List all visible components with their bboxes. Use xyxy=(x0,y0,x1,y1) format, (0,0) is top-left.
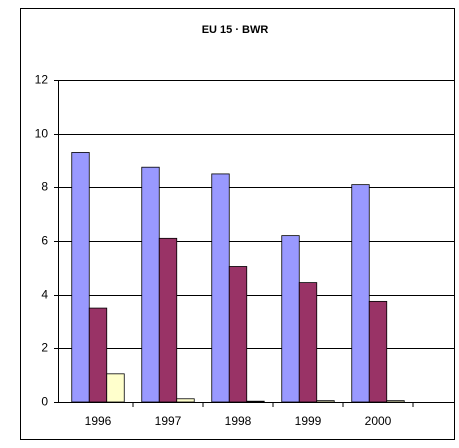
bar xyxy=(281,235,300,403)
bar xyxy=(106,373,125,403)
bar xyxy=(88,307,108,403)
bar xyxy=(368,300,388,403)
x-tick-label: 1999 xyxy=(295,414,322,428)
bar xyxy=(386,400,405,403)
bar xyxy=(211,173,230,403)
bar xyxy=(351,184,370,403)
bar xyxy=(246,400,265,403)
x-tick-label: 1998 xyxy=(225,414,252,428)
y-tick-label: 10 xyxy=(35,127,49,141)
x-tick-label: 1996 xyxy=(85,414,112,428)
bar xyxy=(71,152,90,403)
y-tick-label: 2 xyxy=(41,341,48,355)
x-tick-label: 2000 xyxy=(365,414,392,428)
y-tick-label: 6 xyxy=(41,234,48,248)
bar xyxy=(228,266,248,403)
y-tick-label: 4 xyxy=(41,288,48,302)
bar xyxy=(158,237,178,403)
y-tick-label: 12 xyxy=(35,73,49,87)
y-tick-label: 8 xyxy=(41,180,48,194)
bar xyxy=(316,400,335,403)
bar xyxy=(176,398,195,403)
bar xyxy=(141,166,160,403)
x-tick-label: 1997 xyxy=(155,414,182,428)
bar xyxy=(298,282,318,403)
chart-title: EU 15 · BWR xyxy=(202,24,269,36)
y-tick-label: 0 xyxy=(41,395,48,409)
